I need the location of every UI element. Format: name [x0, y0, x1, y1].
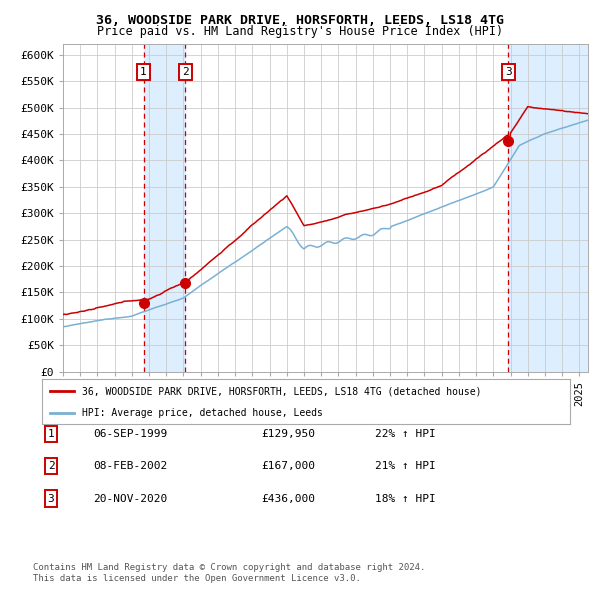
Text: This data is licensed under the Open Government Licence v3.0.: This data is licensed under the Open Gov… — [33, 574, 361, 583]
Text: 3: 3 — [47, 494, 55, 503]
Text: Contains HM Land Registry data © Crown copyright and database right 2024.: Contains HM Land Registry data © Crown c… — [33, 563, 425, 572]
Text: HPI: Average price, detached house, Leeds: HPI: Average price, detached house, Leed… — [82, 408, 322, 418]
Text: 21% ↑ HPI: 21% ↑ HPI — [375, 461, 436, 471]
Text: 2: 2 — [182, 67, 188, 77]
Bar — [143, 44, 185, 372]
Text: Price paid vs. HM Land Registry's House Price Index (HPI): Price paid vs. HM Land Registry's House … — [97, 25, 503, 38]
Text: 06-SEP-1999: 06-SEP-1999 — [93, 429, 167, 438]
Text: 20-NOV-2020: 20-NOV-2020 — [93, 494, 167, 503]
Text: 08-FEB-2002: 08-FEB-2002 — [93, 461, 167, 471]
Text: 1: 1 — [140, 67, 147, 77]
Text: 36, WOODSIDE PARK DRIVE, HORSFORTH, LEEDS, LS18 4TG (detached house): 36, WOODSIDE PARK DRIVE, HORSFORTH, LEED… — [82, 386, 481, 396]
Text: 22% ↑ HPI: 22% ↑ HPI — [375, 429, 436, 438]
Text: £436,000: £436,000 — [261, 494, 315, 503]
Text: 2: 2 — [47, 461, 55, 471]
Text: £167,000: £167,000 — [261, 461, 315, 471]
Text: 3: 3 — [505, 67, 512, 77]
Text: 18% ↑ HPI: 18% ↑ HPI — [375, 494, 436, 503]
Text: 36, WOODSIDE PARK DRIVE, HORSFORTH, LEEDS, LS18 4TG: 36, WOODSIDE PARK DRIVE, HORSFORTH, LEED… — [96, 14, 504, 27]
Text: 1: 1 — [47, 429, 55, 438]
Bar — [508, 44, 588, 372]
Text: £129,950: £129,950 — [261, 429, 315, 438]
